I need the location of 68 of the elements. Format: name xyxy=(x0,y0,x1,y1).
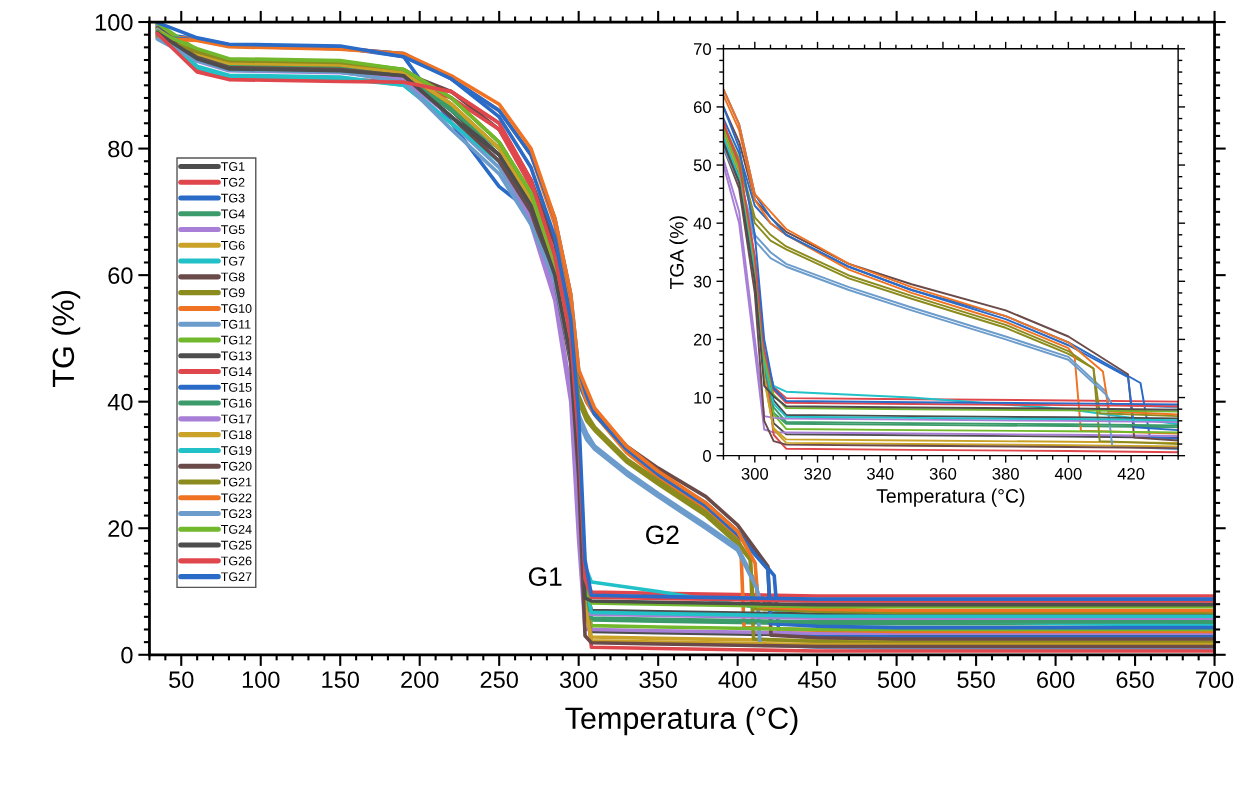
legend-label: TG16 xyxy=(221,398,252,408)
y-tick-label: 40 xyxy=(107,393,133,411)
legend-label: TG26 xyxy=(221,556,252,566)
annotation: G2 xyxy=(646,525,679,545)
legend-label: TG9 xyxy=(221,288,245,298)
legend-label: TG14 xyxy=(221,367,252,377)
y-tick-label: 20 xyxy=(108,520,133,538)
legend-label: TG27 xyxy=(221,572,252,582)
y-tick-label: 30 xyxy=(693,275,711,288)
legend-label: TG8 xyxy=(221,272,245,282)
x-tick-label: 350 xyxy=(639,671,677,689)
legend-label: TG6 xyxy=(221,240,245,250)
annotation: G1 xyxy=(528,567,562,586)
legend-label: TG4 xyxy=(221,209,245,219)
x-tick-label: 400 xyxy=(718,671,757,689)
y-tick-label: 20 xyxy=(693,333,711,346)
x-tick-label: 700 xyxy=(1196,671,1234,689)
x-tick-label: 360 xyxy=(929,467,957,480)
legend-label: TG7 xyxy=(221,256,245,266)
x-tick-label: 300 xyxy=(741,467,769,480)
legend-label: TG24 xyxy=(221,524,252,534)
x-tick-label: 550 xyxy=(957,671,995,689)
legend-label: TG2 xyxy=(221,177,245,187)
x-axis-title: Temperatura (°C) xyxy=(565,706,798,736)
x-tick-label: 650 xyxy=(1116,671,1154,689)
legend-label: TG25 xyxy=(221,540,252,550)
y-axis-title: TG (%) xyxy=(51,291,81,387)
x-axis-title: Temperatura (°C) xyxy=(876,488,1025,507)
y-tick-label: 60 xyxy=(693,101,711,114)
legend-label: TG15 xyxy=(221,382,252,392)
x-tick-label: 100 xyxy=(242,671,280,689)
x-tick-label: 380 xyxy=(992,467,1019,480)
legend-label: TG12 xyxy=(221,335,252,345)
x-tick-label: 400 xyxy=(1054,467,1082,480)
y-tick-label: 100 xyxy=(95,14,133,31)
legend-label: TG22 xyxy=(221,493,252,503)
y-tick-label: 40 xyxy=(693,217,711,230)
legend-label: TG5 xyxy=(221,225,245,235)
y-tick-label: 70 xyxy=(693,43,711,55)
legend-label: TG21 xyxy=(221,477,252,487)
x-tick-label: 340 xyxy=(866,467,894,480)
x-tick-label: 600 xyxy=(1037,671,1075,689)
legend-label: TG18 xyxy=(221,430,252,440)
y-tick-label: 0 xyxy=(121,646,133,664)
legend-label: TG23 xyxy=(221,509,252,519)
y-tick-label: 0 xyxy=(703,450,711,462)
x-tick-label: 300 xyxy=(559,671,598,689)
legend-label: TG19 xyxy=(221,446,252,455)
legend-label: TG3 xyxy=(221,193,245,203)
legend-label: TG13 xyxy=(221,351,252,361)
x-tick-label: 200 xyxy=(401,671,439,689)
x-tick-label: 420 xyxy=(1117,467,1145,480)
legend-label: TG17 xyxy=(221,414,252,424)
legend-label: TG1 xyxy=(221,162,245,171)
legend-label: TG10 xyxy=(221,304,252,313)
x-tick-label: 150 xyxy=(322,671,359,689)
y-tick-label: 10 xyxy=(694,391,711,404)
x-tick-label: 250 xyxy=(480,671,518,689)
legend-label: TG20 xyxy=(221,461,252,471)
y-axis-title: TGA (%) xyxy=(669,216,688,290)
y-tick-label: 50 xyxy=(693,159,711,172)
x-tick-label: 320 xyxy=(804,467,831,480)
legend-label: TG11 xyxy=(221,319,251,329)
y-tick-label: 60 xyxy=(108,267,133,284)
y-tick-label: 80 xyxy=(108,140,133,158)
x-tick-label: 500 xyxy=(877,671,916,689)
x-tick-label: 50 xyxy=(169,671,194,689)
x-tick-label: 450 xyxy=(797,671,836,689)
